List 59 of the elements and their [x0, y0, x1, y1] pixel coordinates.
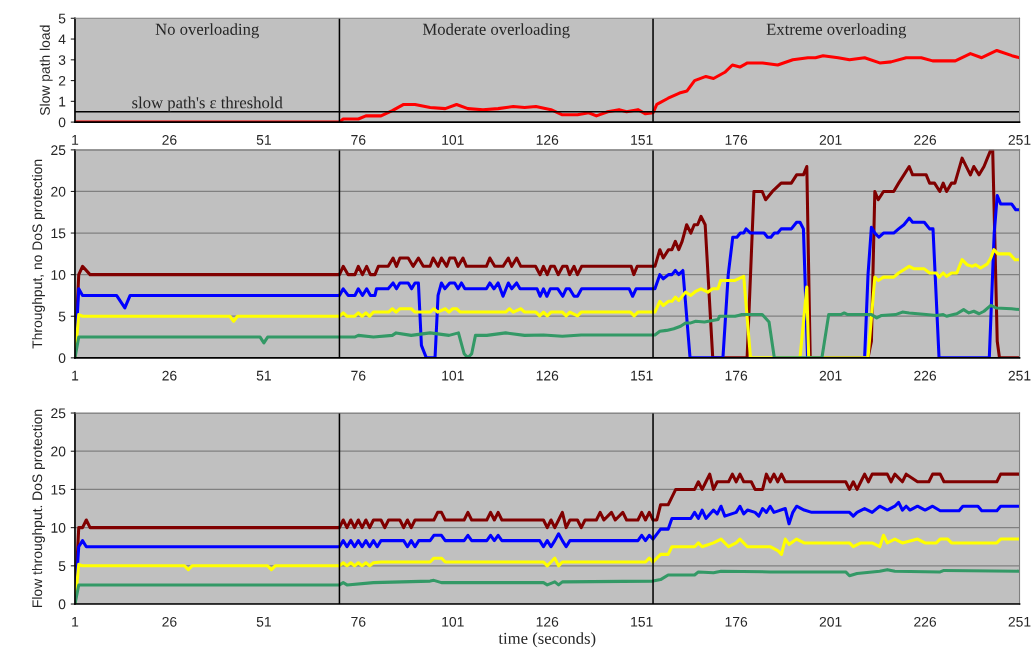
y-axis-title: Flow throughput. DoS protection: [31, 409, 45, 607]
x-tick-label: 51: [256, 135, 271, 145]
x-tick-label: 1: [72, 135, 79, 145]
y-tick-label: 0: [58, 353, 66, 364]
y-tick-label: 0: [58, 117, 66, 128]
y-tick-label: 20: [51, 446, 66, 457]
x-tick-label: 226: [914, 134, 937, 145]
x-tick-label: 226: [914, 370, 937, 381]
x-tick-label: 201: [819, 370, 842, 381]
y-tick-label: 15: [51, 484, 66, 495]
x-tick-label: 76: [351, 616, 366, 627]
y-tick-label: 3: [58, 55, 66, 65]
x-tick-label: 1: [72, 370, 79, 381]
y-tick-label: 4: [58, 34, 66, 45]
y-tick-label: 25: [51, 145, 66, 156]
x-tick-label: 176: [725, 616, 748, 627]
x-tick-label: 76: [351, 370, 366, 381]
x-tick-label: 26: [162, 134, 177, 145]
x-axis-title: time (seconds): [498, 632, 596, 648]
x-tick-label: 126: [536, 134, 559, 145]
y-axis-title: Throughput, no DoS protection: [31, 159, 45, 349]
x-tick-label: 51: [256, 370, 271, 381]
y-tick-label: 5: [58, 561, 66, 571]
x-tick-label: 126: [536, 370, 559, 381]
x-tick-label: 101: [442, 134, 464, 145]
x-tick-label: 251: [1008, 616, 1031, 627]
y-tick-label: 1: [59, 96, 66, 107]
x-tick-label: 201: [819, 616, 842, 627]
y-tick-label: 10: [51, 522, 66, 533]
annotation: Extreme overloading: [766, 23, 907, 39]
x-tick-label: 176: [725, 370, 748, 381]
x-tick-label: 151: [631, 617, 653, 627]
x-tick-label: 151: [631, 370, 653, 381]
y-tick-label: 15: [51, 228, 66, 239]
x-tick-label: 76: [351, 134, 366, 145]
ref-line-label: slow path's ε threshold: [132, 96, 283, 112]
y-tick-label: 5: [58, 311, 66, 322]
x-tick-label: 126: [536, 616, 559, 627]
x-tick-label: 201: [819, 134, 842, 145]
y-axis-title: Slow path load: [39, 25, 53, 116]
x-tick-label: 26: [162, 370, 177, 381]
x-tick-label: 51: [256, 617, 271, 627]
y-tick-label: 0: [58, 599, 66, 610]
y-tick-label: 20: [51, 186, 66, 197]
y-tick-label: 2: [58, 75, 66, 86]
x-tick-label: 26: [162, 616, 177, 627]
x-tick-label: 251: [1008, 370, 1031, 381]
y-tick-label: 5: [58, 13, 66, 24]
y-tick-label: 25: [51, 408, 66, 419]
x-tick-label: 251: [1008, 134, 1031, 145]
x-tick-label: 226: [914, 616, 937, 627]
x-tick-label: 101: [442, 616, 464, 627]
x-tick-label: 176: [725, 134, 748, 145]
annotation: No overloading: [155, 23, 259, 39]
x-tick-label: 101: [442, 370, 464, 381]
annotation: Moderate overloading: [422, 23, 570, 39]
y-tick-label: 10: [51, 269, 66, 280]
x-tick-label: 1: [72, 617, 79, 627]
x-tick-label: 151: [631, 135, 653, 145]
